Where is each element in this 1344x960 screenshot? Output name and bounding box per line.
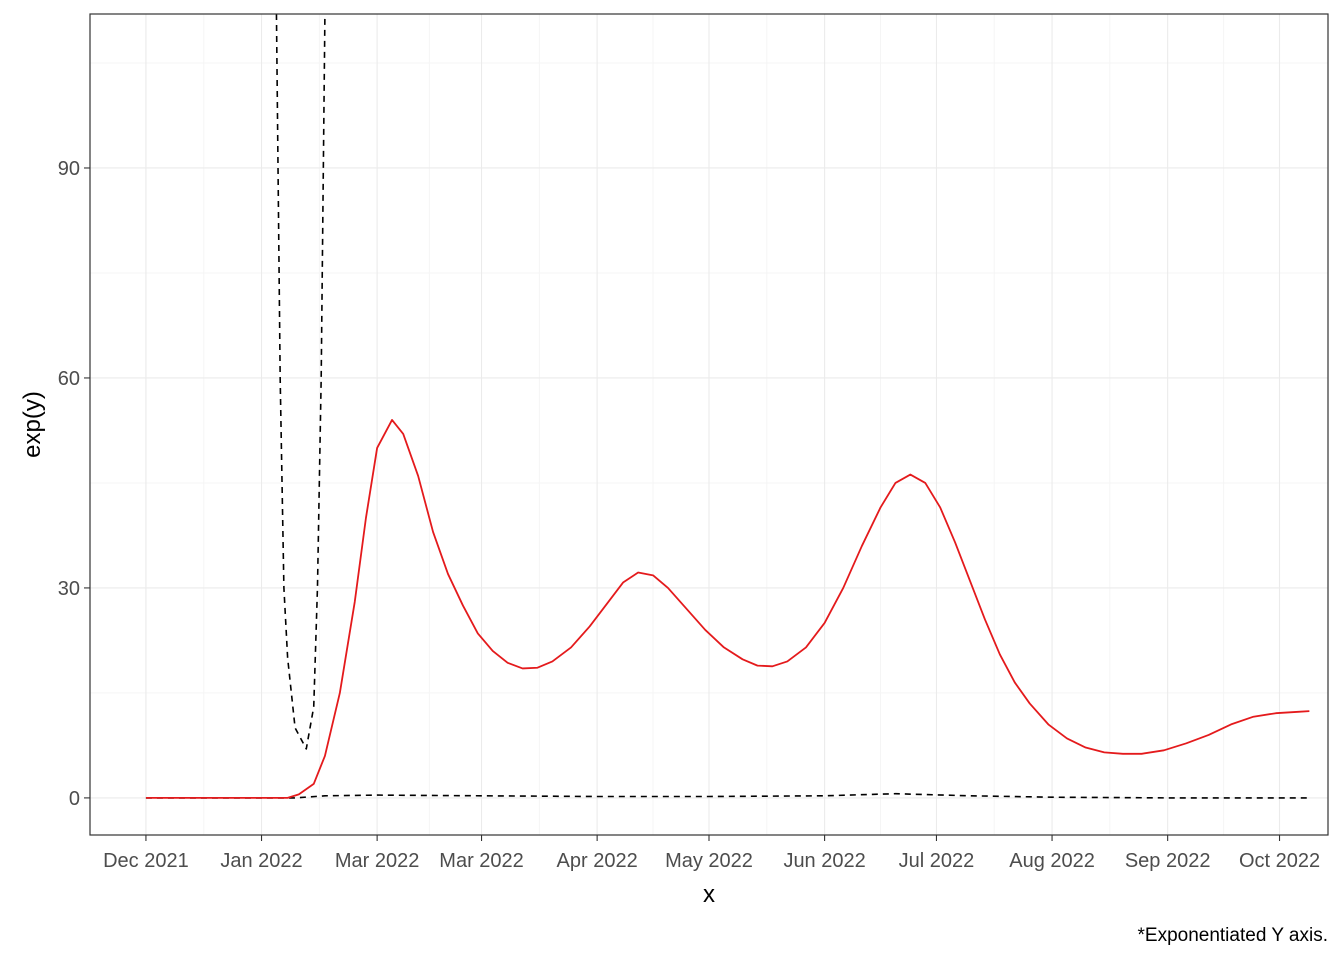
x-tick-label: Apr 2022 <box>557 850 638 872</box>
x-tick-label: Aug 2022 <box>1009 850 1095 872</box>
y-tick-label: 60 <box>58 368 80 390</box>
grid-minor-lines <box>90 14 1328 835</box>
y-tick-label: 30 <box>58 578 80 600</box>
x-axis: Dec 2021 Jan 2022 Mar 2022 Mar 2022 Apr 2022… <box>103 835 1320 872</box>
lower-bound-line <box>145 792 1310 799</box>
y-tick-label: 90 <box>58 158 80 180</box>
y-axis: 0 30 60 90 <box>58 158 90 810</box>
y-axis-title: exp(y) <box>19 391 46 458</box>
x-tick-label: Jan 2022 <box>220 850 302 872</box>
series-layer <box>145 14 1310 799</box>
x-tick-label: Jun 2022 <box>783 850 865 872</box>
x-axis-title: x <box>703 881 715 908</box>
upper-bound-line <box>275 14 326 750</box>
x-tick-label: Jul 2022 <box>899 850 975 872</box>
x-tick-label: Mar 2022 <box>439 850 524 872</box>
fit-line <box>145 419 1310 799</box>
x-tick-label: May 2022 <box>665 850 753 872</box>
x-tick-label: Dec 2021 <box>103 850 189 872</box>
x-tick-label: Mar 2022 <box>335 850 420 872</box>
y-tick-label: 0 <box>69 788 80 810</box>
chart-caption: *Exponentiated Y axis. <box>1138 925 1329 946</box>
grid-major-lines <box>90 14 1328 835</box>
x-tick-label: Sep 2022 <box>1125 850 1211 872</box>
x-tick-label: Oct 2022 <box>1239 850 1320 872</box>
